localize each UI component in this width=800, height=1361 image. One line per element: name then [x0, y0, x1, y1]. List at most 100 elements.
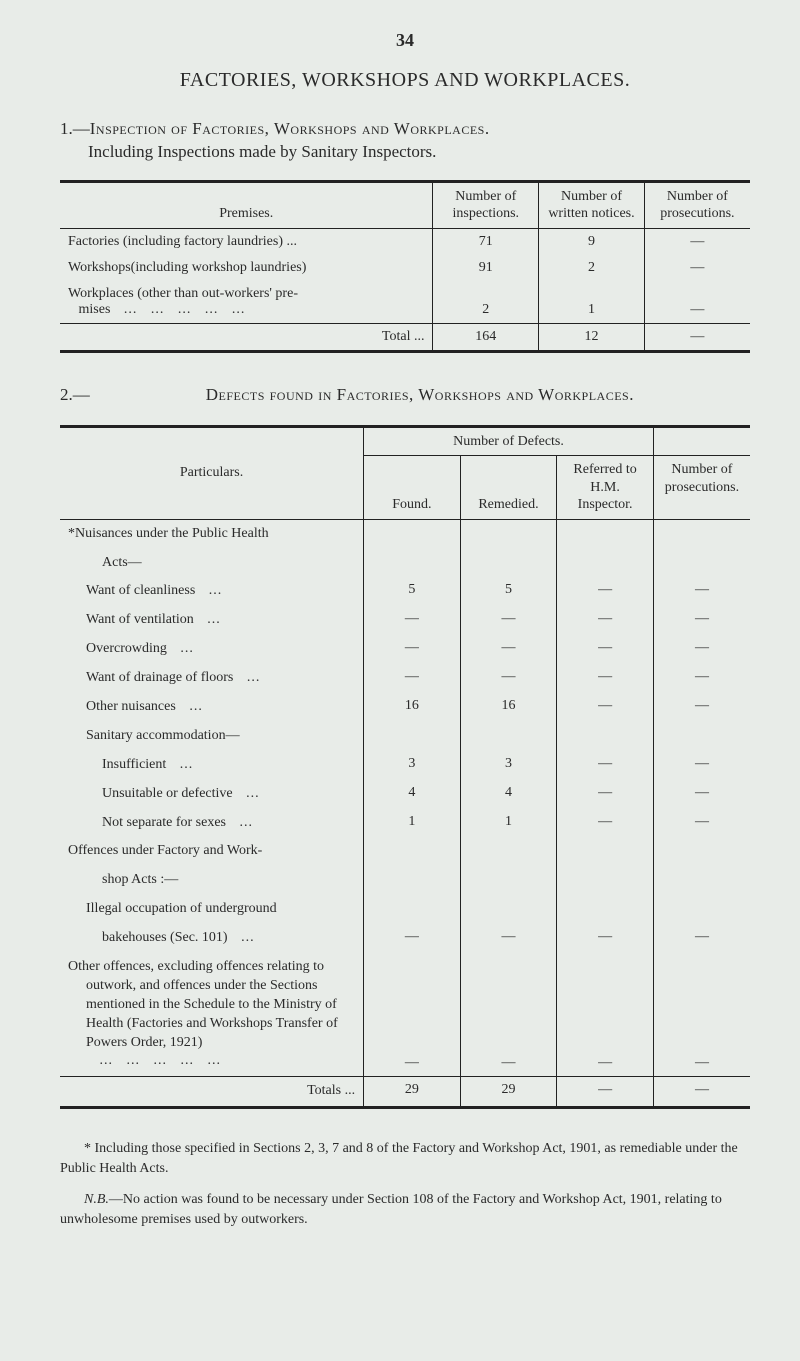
t2-r10-c1: 1 — [364, 809, 461, 838]
t2-r13-c3 — [557, 895, 654, 924]
t2-r8-label: Insufficient — [60, 751, 364, 780]
footnote-2-text: —No action was found to be necessary und… — [60, 1192, 722, 1227]
t2-total-label: Totals ... — [60, 1077, 364, 1108]
t2-total-c2: 29 — [460, 1077, 557, 1108]
t2-r11-c2 — [460, 837, 557, 866]
t2-r9-label: Unsuitable or defective — [60, 780, 364, 809]
t2-r4-c4: — — [653, 635, 750, 664]
t2-r2-c1: 5 — [364, 577, 461, 606]
table-row: Acts— — [60, 549, 750, 578]
defects-table: Particulars. Number of Defects. Found. R… — [60, 425, 750, 1110]
t2-r3-c1: — — [364, 606, 461, 635]
t2-r13-c1 — [364, 895, 461, 924]
t1-total-c3: — — [644, 323, 750, 351]
t2-r0-c2 — [460, 519, 557, 548]
t2-r1-label: Acts— — [60, 549, 364, 578]
t2-r2-c3: — — [557, 577, 654, 606]
t1-r2-c3: — — [644, 281, 750, 324]
t2-r6-c2: 16 — [460, 693, 557, 722]
section-2-heading: 2.— Defects found in Factories, Workshop… — [60, 383, 750, 407]
t2-r2-label: Want of cleanliness — [60, 577, 364, 606]
blank-header — [653, 426, 750, 456]
t1-r1-label: Workshops(including workshop laundries) — [60, 255, 433, 281]
t2-r4-c1: — — [364, 635, 461, 664]
t2-r9-c4: — — [653, 780, 750, 809]
t2-r15-c4: — — [653, 953, 750, 1077]
table-row: bakehouses (Sec. 101)———— — [60, 924, 750, 953]
t2-r5-c2: — — [460, 664, 557, 693]
section-1-heading: 1.—Inspection of Factories, Workshops an… — [60, 118, 750, 164]
t2-r7-c2 — [460, 722, 557, 751]
section-1-caption: Inspection of Factories, Workshops and W… — [90, 119, 490, 138]
t1-header-premises: Premises. — [60, 181, 433, 228]
t2-r0-label: *Nuisances under the Public Health — [60, 519, 364, 548]
t2-r6-c1: 16 — [364, 693, 461, 722]
t2-total-c4: — — [653, 1077, 750, 1108]
t2-r11-c1 — [364, 837, 461, 866]
t2-r10-label: Not separate for sexes — [60, 809, 364, 838]
table-row: Workplaces (other than out-workers' pre-… — [60, 281, 750, 324]
t2-r12-c1 — [364, 866, 461, 895]
page-number: 34 — [60, 30, 750, 51]
t2-r6-label: Other nuisances — [60, 693, 364, 722]
t2-r11-c4 — [653, 837, 750, 866]
t2-r9-c2: 4 — [460, 780, 557, 809]
t2-r7-label: Sanitary accommodation— — [60, 722, 364, 751]
t2-header-prosecutions: Number of prosecu­tions. — [653, 456, 750, 520]
t2-header-found: Found. — [364, 456, 461, 520]
section-2-caption: Defects found in Factories, Workshops an… — [206, 385, 634, 404]
t2-r15-c3: — — [557, 953, 654, 1077]
t2-r5-c3: — — [557, 664, 654, 693]
table-row: Want of drainage of floors———— — [60, 664, 750, 693]
t2-r13-label: Illegal occupation of underground — [60, 895, 364, 924]
footnote-1: * Including those specified in Sections … — [60, 1139, 750, 1178]
t2-header-referred: Referred to H.M. Inspector. — [557, 456, 654, 520]
t2-total-c1: 29 — [364, 1077, 461, 1108]
table-row: Want of cleanliness55—— — [60, 577, 750, 606]
section-1-number: 1.— — [60, 119, 90, 138]
t2-r6-c4: — — [653, 693, 750, 722]
table-row: Other nuisances1616—— — [60, 693, 750, 722]
table-row: Sanitary accommodation— — [60, 722, 750, 751]
t2-r13-c4 — [653, 895, 750, 924]
t2-total-c3: — — [557, 1077, 654, 1108]
t2-r1-c1 — [364, 549, 461, 578]
t1-r0-c3: — — [644, 228, 750, 255]
t2-r14-c2: — — [460, 924, 557, 953]
t2-r7-c3 — [557, 722, 654, 751]
t2-r6-c3: — — [557, 693, 654, 722]
t2-r2-c2: 5 — [460, 577, 557, 606]
t2-header-remedied: Re­medied. — [460, 456, 557, 520]
t1-total-c2: 12 — [539, 323, 645, 351]
t1-r1-c2: 2 — [539, 255, 645, 281]
t2-r14-label: bakehouses (Sec. 101) — [60, 924, 364, 953]
t2-r14-c1: — — [364, 924, 461, 953]
t1-r0-c1: 71 — [433, 228, 539, 255]
t2-r14-c3: — — [557, 924, 654, 953]
t1-r2-c2: 1 — [539, 281, 645, 324]
main-title: FACTORIES, WORKSHOPS AND WORKPLACES. — [60, 69, 750, 92]
t2-r4-c3: — — [557, 635, 654, 664]
t2-r1-c2 — [460, 549, 557, 578]
t2-r10-c4: — — [653, 809, 750, 838]
t2-r15-c2: — — [460, 953, 557, 1077]
t2-r7-c1 — [364, 722, 461, 751]
t2-r11-c3 — [557, 837, 654, 866]
t2-r5-label: Want of drainage of floors — [60, 664, 364, 693]
t2-r14-c4: — — [653, 924, 750, 953]
inspections-table: Premises. Number of inspec­tions. Number… — [60, 180, 750, 353]
footnote-2: N.B.—No action was found to be necessary… — [60, 1190, 750, 1229]
t2-r8-c2: 3 — [460, 751, 557, 780]
t2-r9-c1: 4 — [364, 780, 461, 809]
t2-r15-label: Other offences, excluding offences relat… — [60, 953, 364, 1077]
t1-r0-c2: 9 — [539, 228, 645, 255]
table-row: Other offences, excluding offences relat… — [60, 953, 750, 1077]
t2-r1-c4 — [653, 549, 750, 578]
t2-r1-c3 — [557, 549, 654, 578]
t2-r13-c2 — [460, 895, 557, 924]
t2-r12-c3 — [557, 866, 654, 895]
t2-r12-label: shop Acts :— — [60, 866, 364, 895]
t1-r1-c3: — — [644, 255, 750, 281]
table-total-row: Totals ... 29 29 — — — [60, 1077, 750, 1108]
t1-r2-label: Workplaces (other than out-workers' pre-… — [60, 281, 433, 324]
